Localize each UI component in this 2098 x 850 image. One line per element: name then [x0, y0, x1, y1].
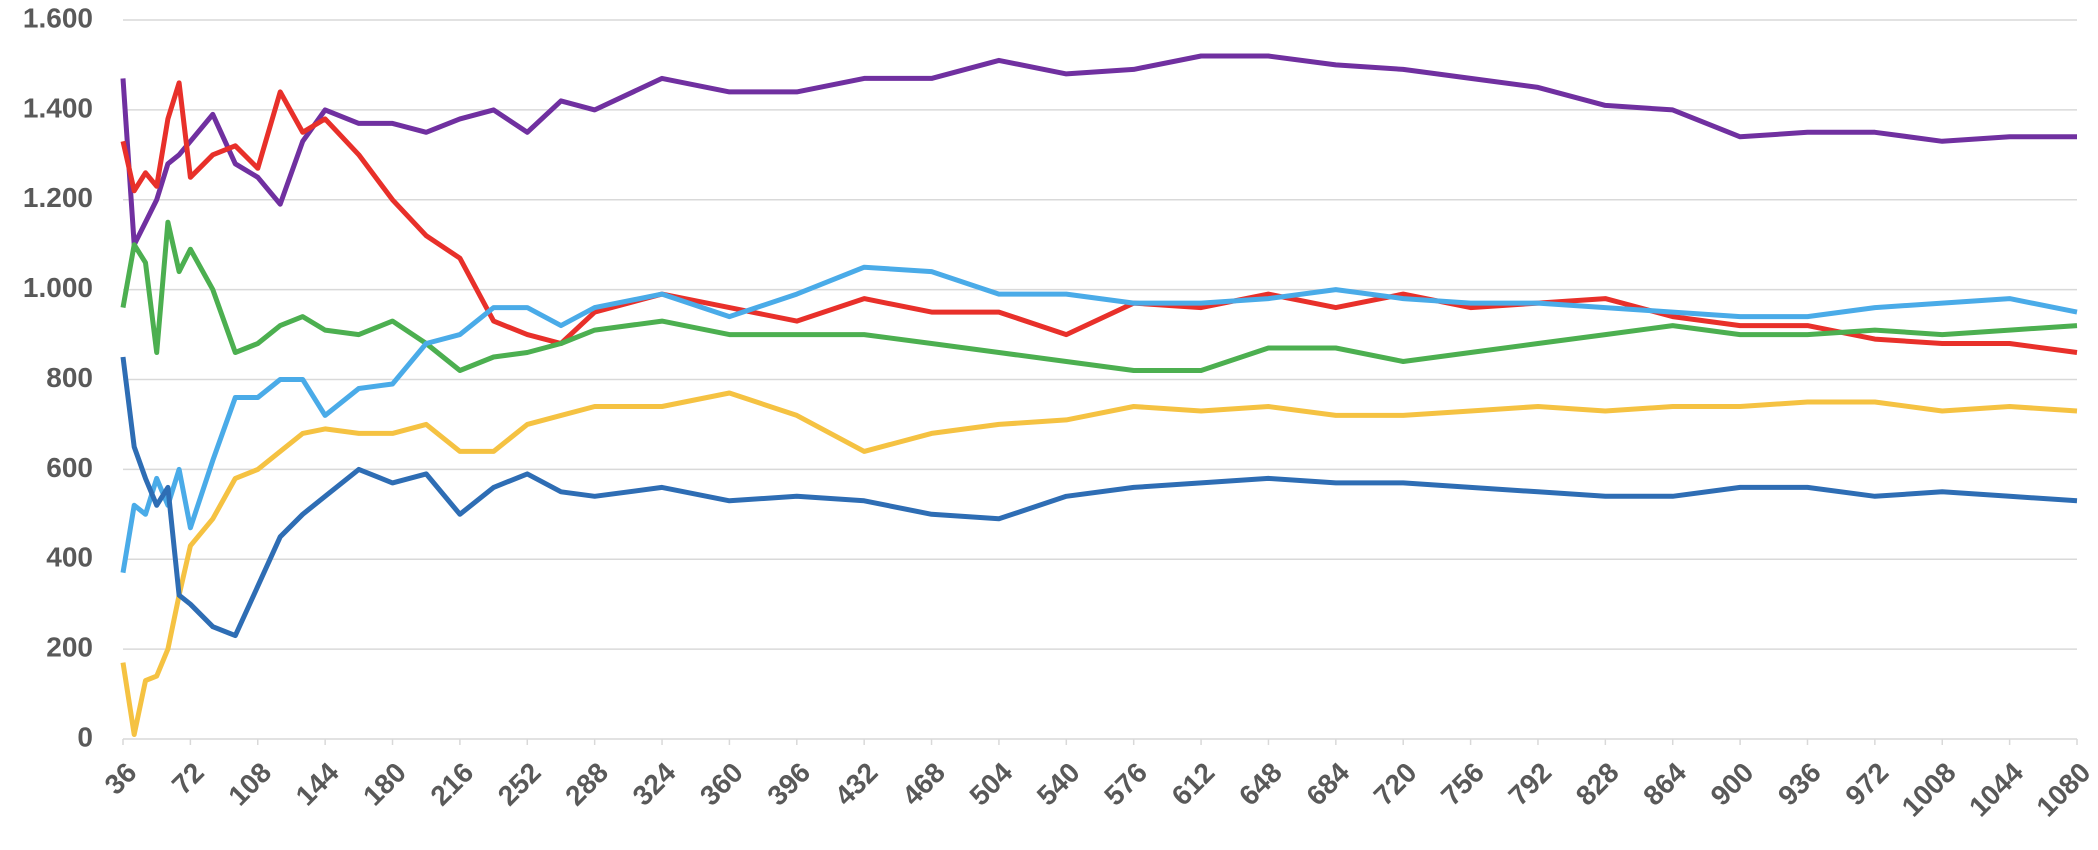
x-tick-label: 576 [1098, 757, 1153, 812]
series-line [120, 390, 2078, 737]
x-tick-label: 324 [627, 756, 682, 811]
x-tick-label: 144 [290, 756, 345, 811]
x-tick-label: 756 [1435, 757, 1490, 812]
x-tick-label: 540 [1031, 757, 1086, 812]
x-tick-label: 360 [694, 757, 749, 812]
x-tick-label: 1008 [1896, 757, 1962, 823]
x-tick-label: 648 [1233, 757, 1288, 812]
y-tick-label: 800 [46, 362, 93, 393]
y-tick-label: 1.400 [23, 92, 93, 123]
x-tick-label: 612 [1166, 757, 1221, 812]
y-tick-label: 600 [46, 452, 93, 483]
y-tick-label: 0 [77, 721, 93, 752]
x-tick-label: 432 [829, 757, 884, 812]
x-tick-label: 792 [1502, 757, 1557, 812]
x-tick-label: 684 [1300, 756, 1355, 811]
series-line [120, 53, 2077, 248]
x-tick-label: 216 [424, 757, 479, 812]
x-tick-label: 720 [1368, 757, 1423, 812]
series-line [120, 356, 2078, 639]
x-tick-label: 180 [357, 757, 412, 812]
x-tick-label: 1080 [2030, 757, 2096, 823]
y-tick-label: 1.600 [23, 2, 93, 33]
x-tick-label: 828 [1570, 757, 1625, 812]
y-tick-label: 1.000 [23, 272, 93, 303]
x-tick-label: 1044 [1963, 756, 2029, 822]
x-tick-label: 936 [1772, 757, 1827, 812]
y-tick-label: 400 [46, 542, 93, 573]
x-tick-label: 252 [492, 757, 547, 812]
series-line [120, 264, 2078, 574]
x-tick-label: 468 [896, 757, 951, 812]
y-tick-label: 200 [46, 632, 93, 663]
series-line [120, 80, 2078, 355]
series-line [120, 219, 2078, 373]
x-tick-label: 900 [1705, 757, 1760, 812]
x-tick-label: 864 [1637, 756, 1692, 811]
x-tick-label: 36 [99, 757, 143, 801]
x-tick-label: 72 [166, 757, 210, 801]
x-tick-label: 288 [559, 757, 614, 812]
x-tick-label: 396 [761, 757, 816, 812]
x-tick-label: 108 [222, 757, 277, 812]
x-tick-label: 972 [1839, 757, 1894, 812]
y-tick-label: 1.200 [23, 182, 93, 213]
x-tick-label: 504 [963, 756, 1018, 811]
